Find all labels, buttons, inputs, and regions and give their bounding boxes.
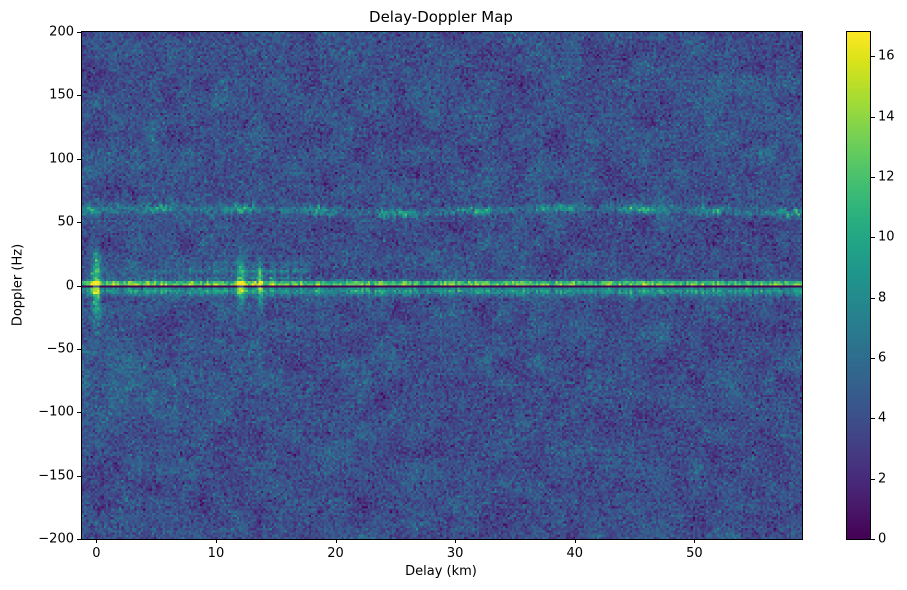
y-tick-mark [77,539,81,540]
x-tick-label: 0 [92,546,101,561]
x-tick-mark [335,539,337,543]
y-tick-mark [77,348,81,350]
colorbar-gradient [847,32,870,539]
y-tick-label: −200 [38,531,74,547]
colorbar-tick-label: 0 [878,531,887,547]
x-tick-mark [574,539,576,543]
x-tick-mark [455,539,457,543]
x-tick-mark [215,539,217,543]
y-tick-label: 150 [49,87,74,103]
y-axis-label: Doppler (Hz) [10,243,26,327]
y-tick-label: −100 [38,404,74,420]
page-title: Delay-Doppler Map [369,8,513,26]
colorbar-tick-label: 12 [878,169,895,185]
colorbar: 0 2 4 6 8 10 12 14 16 [846,31,895,546]
colorbar-tick-mark [871,418,875,420]
x-tick-label: 10 [207,546,225,561]
y-tick-label: 100 [49,151,74,167]
y-tick-label: −50 [46,341,74,357]
y-tick-mark [77,32,81,33]
y-tick-mark [77,222,81,224]
colorbar-tick-mark [871,297,875,299]
x-tick-label: 20 [327,546,344,561]
colorbar-tick-mark [871,116,875,118]
x-tick-label: 50 [686,546,703,561]
y-tick-label: 200 [49,24,74,40]
y-tick-mark [77,475,81,477]
y-tick-label: −150 [38,468,74,484]
colorbar-tick-label: 16 [878,48,895,64]
colorbar-tick-mark [871,478,875,480]
x-tick-label: 30 [446,546,464,561]
colorbar-tick-mark [871,237,875,239]
colorbar-tick-label: 4 [878,410,887,426]
x-tick-mark [694,539,696,543]
delay-doppler-heatmap [82,32,802,539]
colorbar-tick-label: 2 [878,471,887,487]
y-tick-mark [77,412,81,414]
x-tick-label: 40 [566,546,584,561]
y-tick-mark [77,95,81,97]
x-tick-mark [96,539,98,543]
colorbar-tick-label: 8 [878,290,887,306]
colorbar-tick-label: 6 [878,350,887,366]
colorbar-tick-mark [871,357,875,359]
heatmap-plot-area: −200 −150 −100 −50 0 50 100 150 200 0 10 20 30 40 50 [38,26,803,560]
colorbar-tick-mark [871,539,875,540]
y-tick-label: 50 [57,214,74,230]
colorbar-tick-label: 14 [878,109,895,124]
y-tick-mark [77,285,81,287]
colorbar-tick-label: 10 [878,229,895,245]
colorbar-tick-mark [871,56,875,58]
y-tick-mark [77,158,81,160]
y-tick-label: 0 [65,278,74,293]
x-axis-label: Delay (km) [405,564,477,579]
colorbar-tick-mark [871,176,875,178]
